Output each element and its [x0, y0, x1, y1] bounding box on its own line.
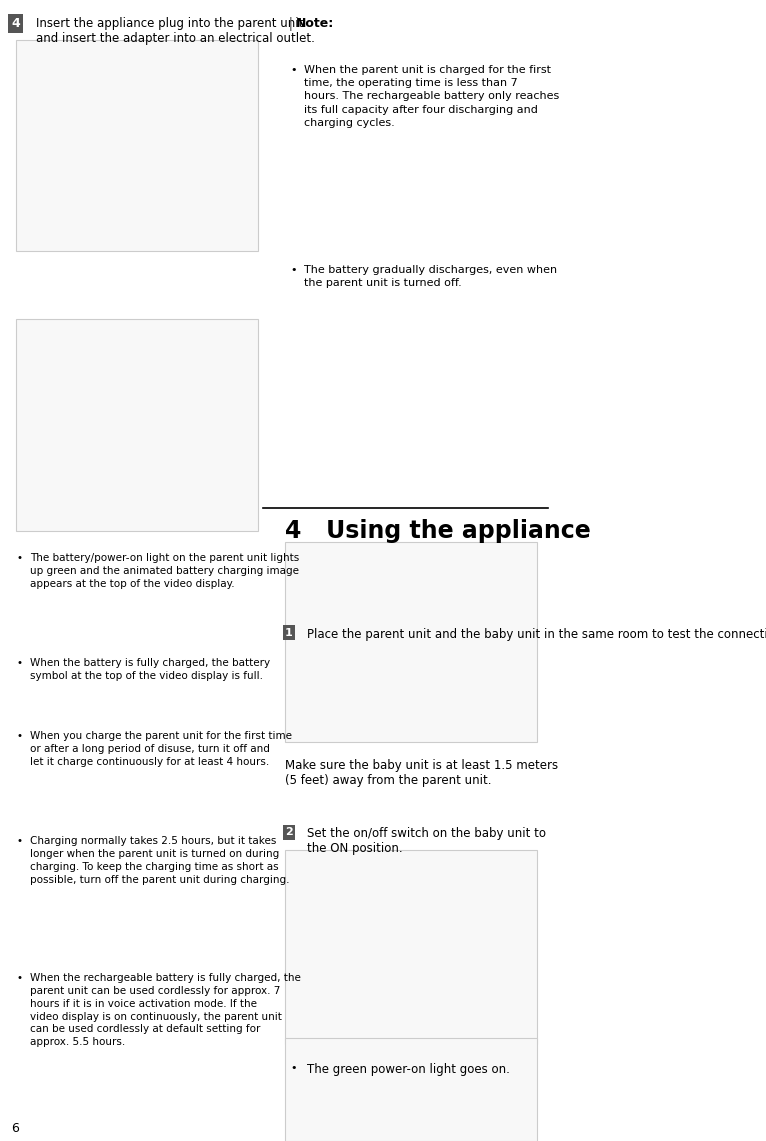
Text: Insert the appliance plug into the parent unit
and insert the adapter into an el: Insert the appliance plug into the paren…	[36, 17, 315, 46]
Text: The battery gradually discharges, even when
the parent unit is turned off.: The battery gradually discharges, even w…	[304, 265, 558, 288]
Text: Note:: Note:	[296, 17, 334, 30]
FancyBboxPatch shape	[285, 1038, 537, 1141]
Text: •: •	[16, 731, 22, 742]
FancyBboxPatch shape	[285, 850, 537, 1044]
Text: •: •	[16, 836, 22, 847]
Text: 4: 4	[11, 17, 20, 30]
Text: ❘: ❘	[285, 17, 296, 31]
Text: 6: 6	[11, 1123, 19, 1135]
FancyBboxPatch shape	[16, 319, 257, 531]
Text: Set the on/off switch on the baby unit to
the ON position.: Set the on/off switch on the baby unit t…	[307, 827, 546, 856]
Text: The battery/power-on light on the parent unit lights
up green and the animated b: The battery/power-on light on the parent…	[30, 553, 300, 589]
Text: 4   Using the appliance: 4 Using the appliance	[285, 519, 591, 543]
Text: When the battery is fully charged, the battery
symbol at the top of the video di: When the battery is fully charged, the b…	[30, 658, 270, 681]
Text: •: •	[290, 65, 297, 75]
FancyBboxPatch shape	[16, 40, 257, 251]
Text: •: •	[16, 658, 22, 669]
Text: When the parent unit is charged for the first
time, the operating time is less t: When the parent unit is charged for the …	[304, 65, 559, 128]
FancyBboxPatch shape	[285, 542, 537, 742]
Text: •: •	[290, 265, 297, 275]
Text: Make sure the baby unit is at least 1.5 meters
(5 feet) away from the parent uni: Make sure the baby unit is at least 1.5 …	[285, 759, 558, 787]
Text: •: •	[290, 1063, 297, 1074]
Text: Place the parent unit and the baby unit in the same room to test the connection.: Place the parent unit and the baby unit …	[307, 628, 766, 640]
Text: The green power-on light goes on.: The green power-on light goes on.	[307, 1063, 510, 1076]
Text: •: •	[16, 553, 22, 564]
Text: 2: 2	[285, 827, 293, 837]
Text: When you charge the parent unit for the first time
or after a long period of dis: When you charge the parent unit for the …	[30, 731, 292, 767]
Text: When the rechargeable battery is fully charged, the
parent unit can be used cord: When the rechargeable battery is fully c…	[30, 973, 301, 1047]
Text: 1: 1	[285, 628, 293, 638]
Text: Charging normally takes 2.5 hours, but it takes
longer when the parent unit is t: Charging normally takes 2.5 hours, but i…	[30, 836, 290, 884]
Text: •: •	[16, 973, 22, 984]
